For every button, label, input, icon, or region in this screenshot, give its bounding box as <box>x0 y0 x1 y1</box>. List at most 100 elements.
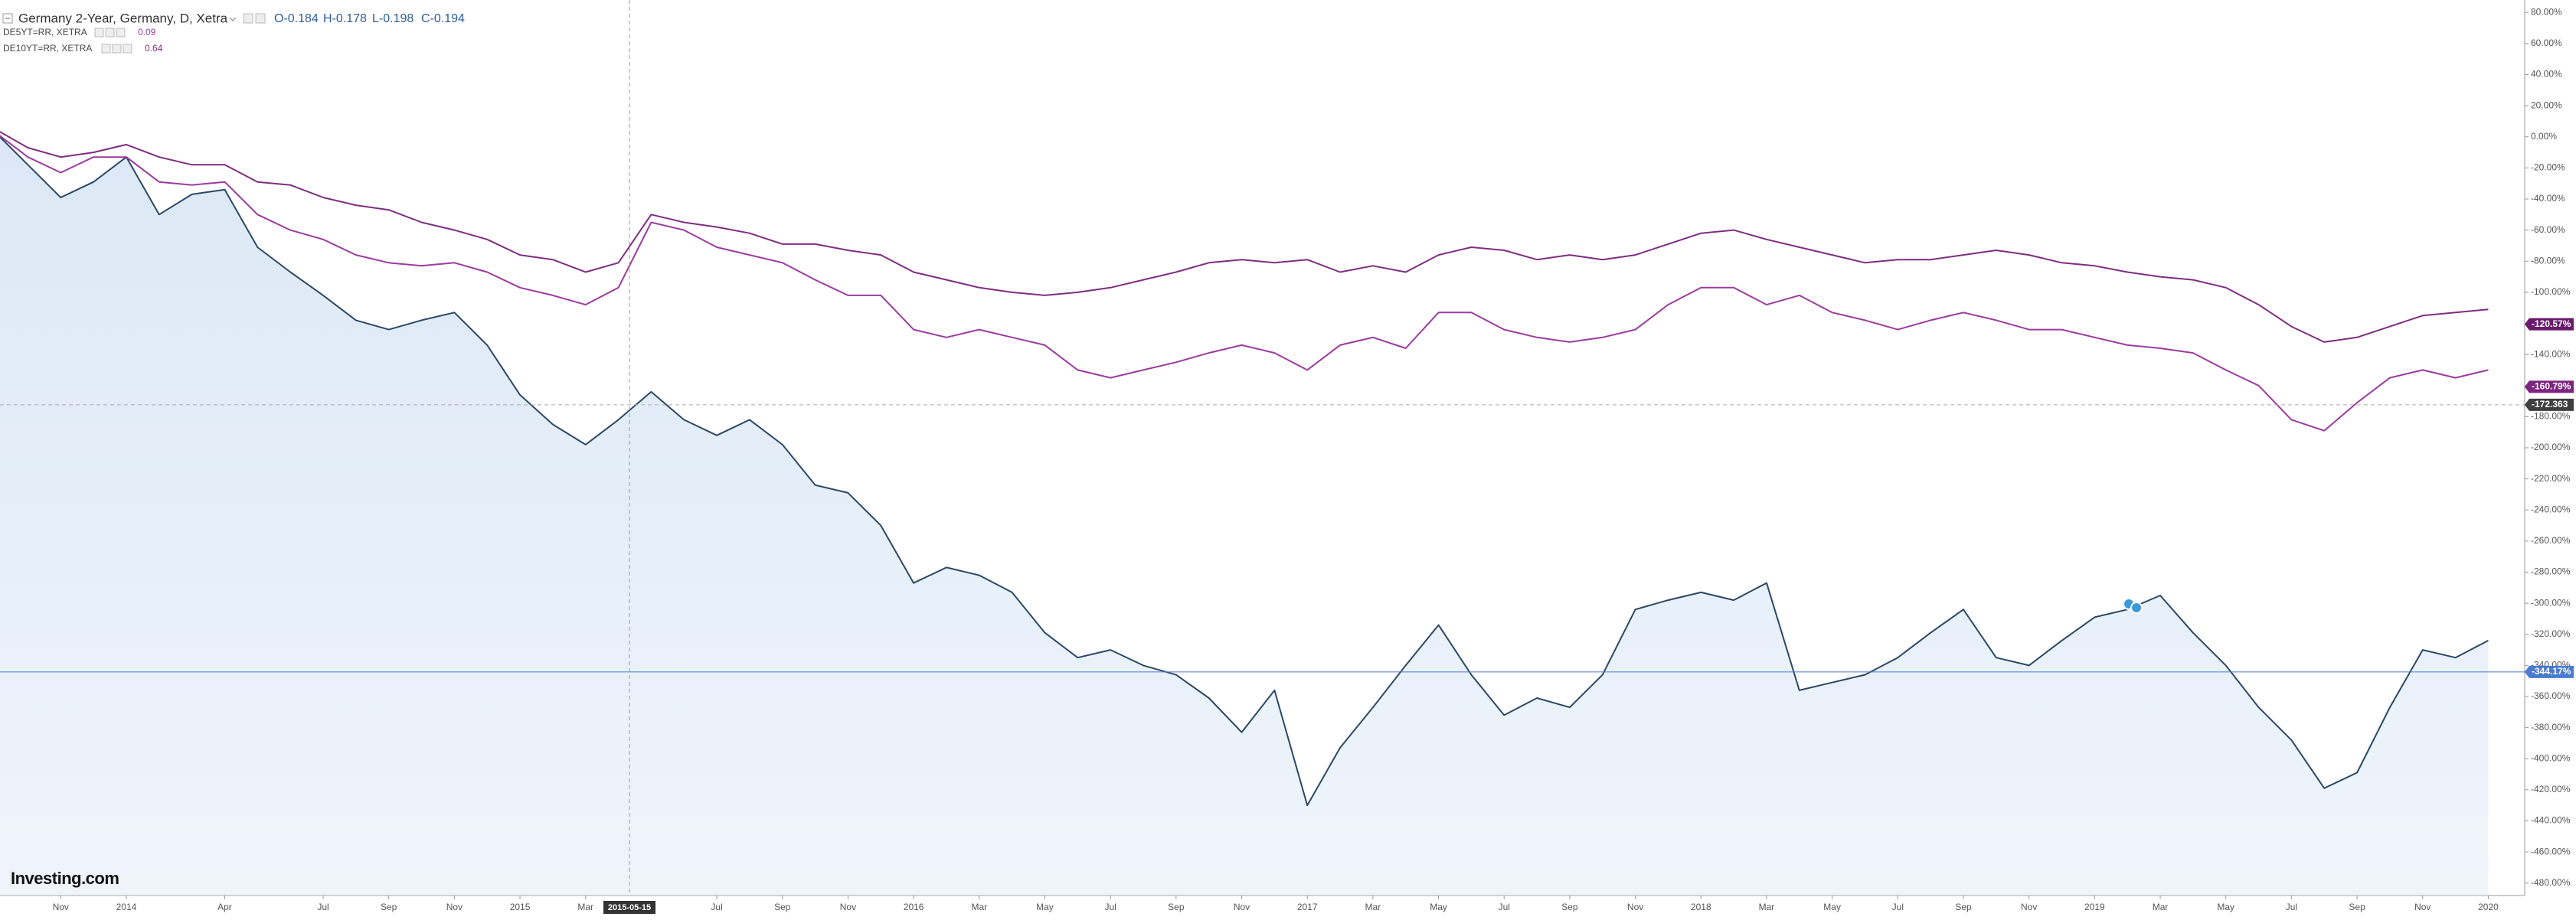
legend-button[interactable] <box>112 44 122 54</box>
legend-button[interactable] <box>101 44 111 54</box>
y-tick-label: -220.00% <box>2531 473 2571 484</box>
y-tick-label: -200.00% <box>2531 442 2571 452</box>
ohlc-values: O-0.184 H-0.178 L-0.198 C-0.194 <box>274 12 465 25</box>
legend-value: 0.09 <box>138 27 156 38</box>
crosshair-label-box <box>603 901 655 914</box>
legend-button[interactable] <box>94 28 104 38</box>
price-tag-box <box>2525 380 2574 393</box>
price-tag-label: -344.17% <box>2532 666 2571 677</box>
y-tick-label: -440.00% <box>2531 815 2571 826</box>
legend-button[interactable] <box>123 44 132 54</box>
y-tick-label: 60.00% <box>2531 38 2562 48</box>
price-tag-box <box>2525 665 2574 678</box>
y-tick-label: -420.00% <box>2531 784 2571 794</box>
ohlc-value: C-0.194 <box>421 12 465 25</box>
y-tick-label: -460.00% <box>2531 846 2571 856</box>
y-tick-label: -140.00% <box>2531 348 2571 359</box>
y-tick-label: -100.00% <box>2531 286 2571 297</box>
legend-entry: DE10YT=RR, XETRA <box>3 43 92 54</box>
x-tick-label: Nov <box>446 902 463 912</box>
x-tick-label: Nov <box>53 902 69 912</box>
y-tick-label: -360.00% <box>2531 690 2571 701</box>
x-tick-label: 2020 <box>2478 902 2499 912</box>
x-tick-label: 2019 <box>2084 902 2105 912</box>
y-tick-label: -180.00% <box>2531 411 2571 422</box>
y-tick-label: -400.00% <box>2531 752 2571 763</box>
legend-entry: DE5YT=RR, XETRA <box>3 27 87 38</box>
y-tick-label: -60.00% <box>2531 224 2565 235</box>
main-title: Germany 2-Year, Germany, D, Xetra <box>18 11 228 25</box>
x-tick-label: Sep <box>381 902 397 912</box>
x-tick-label: 2017 <box>1297 902 1318 912</box>
y-tick-label: -280.00% <box>2531 566 2571 577</box>
series-line <box>0 131 2489 343</box>
x-tick-label: Mar <box>1759 902 1775 912</box>
price-tag-label: -172.363 <box>2532 399 2568 409</box>
x-tick-label: Nov <box>1234 902 1250 912</box>
y-tick-label: -240.00% <box>2531 504 2571 514</box>
x-tick-label: Nov <box>840 902 856 912</box>
dropdown-caret[interactable] <box>229 17 237 21</box>
x-tick-label: Jul <box>2286 902 2297 912</box>
remove-button[interactable] <box>255 13 266 24</box>
x-tick-label: Sep <box>1561 902 1578 912</box>
x-tick-label: Sep <box>774 902 791 912</box>
x-tick-label: May <box>1823 902 1841 912</box>
x-tick-label: 2014 <box>116 902 137 912</box>
series-line <box>0 135 2489 807</box>
y-tick-label: -480.00% <box>2531 877 2571 888</box>
x-tick-label: Jul <box>1892 902 1904 912</box>
x-tick-label: Sep <box>1168 902 1185 912</box>
y-tick-label: 20.00% <box>2531 100 2562 110</box>
series-line <box>0 135 2489 432</box>
x-tick-label: Mar <box>971 902 987 912</box>
x-tick-label: 2015 <box>510 902 531 912</box>
x-tick-label: Apr <box>217 902 232 912</box>
y-tick-label: 40.00% <box>2531 69 2562 80</box>
legend-button[interactable] <box>105 28 115 38</box>
logo: Investing.com <box>11 869 119 888</box>
plot-area <box>0 131 2525 896</box>
x-tick-label: Nov <box>1627 902 1643 912</box>
x-tick-label: Mar <box>2153 902 2169 912</box>
x-tick-label: Mar <box>1365 902 1381 912</box>
ohlc-value: L-0.198 <box>372 12 414 25</box>
y-tick-label: 0.00% <box>2531 131 2557 142</box>
price-tag-label: -160.79% <box>2532 381 2571 392</box>
x-tick-label: Jul <box>711 902 722 912</box>
x-tick-label: May <box>2217 902 2234 912</box>
x-tick-label: Sep <box>2349 902 2365 912</box>
y-tick-label: -80.00% <box>2531 255 2565 266</box>
legend-value: 0.64 <box>145 43 163 54</box>
price-tag-box <box>2525 318 2574 331</box>
y-tick-label: 80.00% <box>2531 6 2562 17</box>
ohlc-value: H-0.178 <box>323 12 367 25</box>
price-tag-label: -120.57% <box>2532 318 2571 329</box>
y-tick-label: -40.00% <box>2531 193 2565 204</box>
y-tick-label: -20.00% <box>2531 162 2565 173</box>
crosshair-label: 2015-05-15 <box>608 903 651 912</box>
event-marker[interactable] <box>2130 602 2143 614</box>
x-tick-label: Jul <box>1499 902 1510 912</box>
x-tick-label: May <box>1036 902 1054 912</box>
y-tick-label: -260.00% <box>2531 535 2571 546</box>
axes: 80.00% 60.00% 40.00% 20.00% 0.00% -20.00% -40.… <box>53 6 2574 912</box>
price-tag-box <box>2525 398 2574 411</box>
x-tick-label: Jul <box>1104 902 1116 912</box>
x-tick-label: Sep <box>1955 902 1972 912</box>
legend-button[interactable] <box>116 28 126 38</box>
x-tick-label: 2016 <box>904 902 924 912</box>
y-tick-label: -300.00% <box>2531 597 2571 608</box>
x-tick-label: Nov <box>2414 902 2431 912</box>
ohlc-value: O-0.184 <box>274 12 319 25</box>
x-tick-label: Jul <box>317 902 329 912</box>
area-fill <box>0 137 2489 896</box>
x-tick-label: 2018 <box>1691 902 1711 912</box>
x-tick-label: Nov <box>2021 902 2037 912</box>
x-tick-label: May <box>1430 902 1447 912</box>
x-tick-label: Mar <box>577 902 593 912</box>
settings-button[interactable] <box>243 13 253 24</box>
legend: DE5YT=RR, XETRA 0.09 DE10YT=RR, XETRA 0.64 <box>3 27 163 54</box>
